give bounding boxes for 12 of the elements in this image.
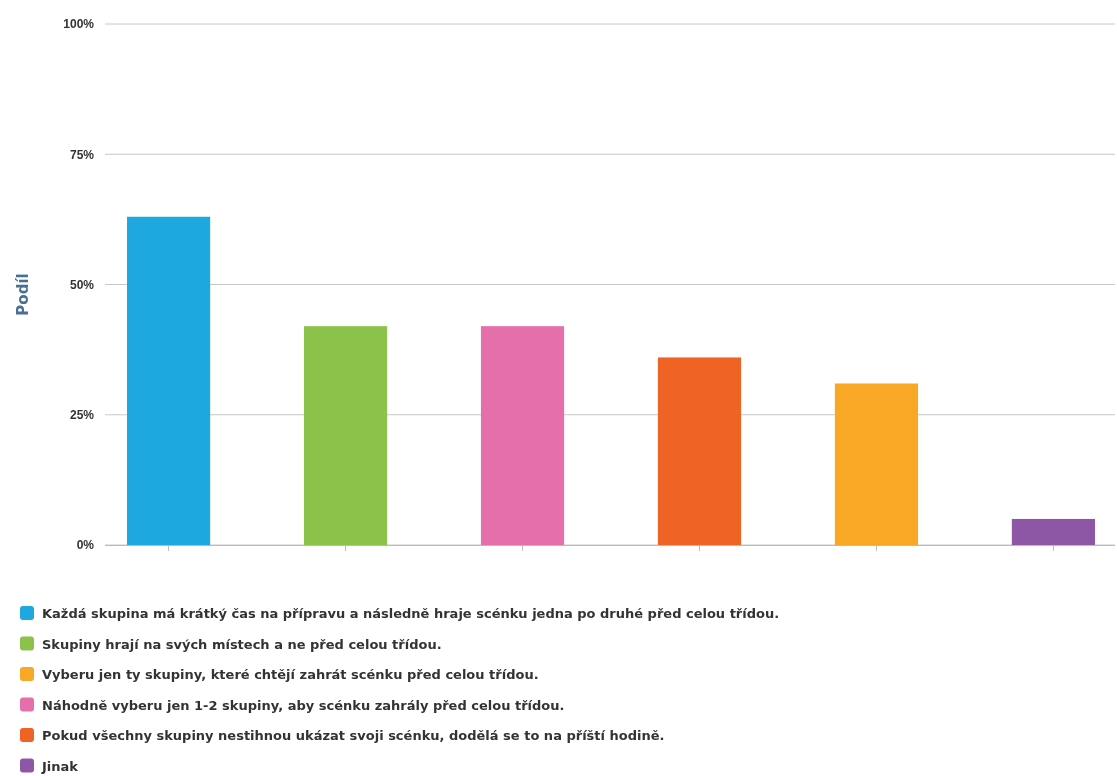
legend-label: Náhodně vyberu jen 1-2 skupiny, aby scénku zahrály před celou třídou. [42,697,565,713]
y-tick-label: 75% [69,147,95,162]
legend-label: Vyberu jen ty skupiny, které chtějí zahrát scénku před celou třídou. [42,667,539,682]
y-tick-label: 100% [63,17,95,32]
y-axis-title: Podíl [14,273,32,316]
y-tick-label: 25% [69,408,95,423]
legend-label: Skupiny hrají na svých místech a ne před celou třídou. [42,636,442,652]
legend-label: Každá skupina má krátký čas na přípravu a následně hraje scénku jedna po druhé před celou třídou. [42,606,780,621]
legend-label: Pokud všechny skupiny nestihnou ukázat svoji scénku, dodělá se to na příští hodině. [42,728,665,743]
y-tick-label: 0% [76,538,95,553]
y-tick-label: 50% [69,277,95,292]
legend-label: Jinak [41,758,79,774]
